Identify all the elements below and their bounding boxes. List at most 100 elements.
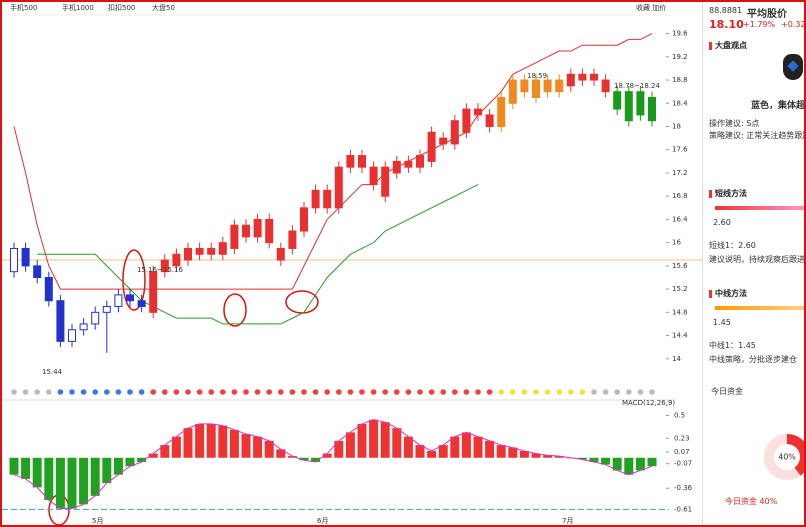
- candle-body: [613, 91, 622, 110]
- y-tick-label: 17.2: [672, 169, 688, 177]
- histogram-bar: [171, 436, 181, 458]
- signal-dot: [486, 389, 493, 395]
- candle-body: [242, 224, 250, 238]
- section-title: 今日资金: [711, 387, 743, 396]
- annotation: 18.59: [527, 72, 547, 80]
- candle-body: [485, 114, 494, 128]
- y-tick-label: 14.8: [672, 308, 688, 316]
- candle-body: [555, 79, 564, 93]
- histogram-bar: [311, 457, 321, 462]
- signal-dot: [579, 389, 586, 395]
- histogram-bar: [450, 436, 460, 458]
- y-tick-label: 16.4: [672, 215, 688, 223]
- x-tick-label: 5月: [92, 517, 103, 525]
- candle-body: [427, 131, 436, 162]
- histogram-bar: [102, 457, 112, 484]
- signal-dot: [69, 389, 75, 395]
- candle-body: [543, 79, 552, 93]
- section-title: 短线方法: [709, 188, 747, 199]
- candle-body: [416, 155, 424, 168]
- candle-body: [346, 155, 355, 168]
- signal-dot: [80, 389, 87, 395]
- candle-body: [566, 73, 575, 87]
- highlight-ring: [285, 290, 319, 314]
- candle-body: [230, 224, 239, 249]
- histogram-bar: [79, 457, 89, 505]
- histogram-bar: [276, 449, 286, 458]
- candle-body: [358, 155, 366, 168]
- candle-body: [450, 120, 459, 145]
- histogram-bar: [543, 455, 553, 458]
- histogram-bar: [624, 457, 634, 475]
- candle-body: [102, 306, 111, 313]
- histogram-bar: [485, 440, 495, 458]
- y-tick-label: 15.6: [672, 262, 688, 270]
- signal-dot: [185, 389, 191, 395]
- signal-dot: [521, 389, 528, 395]
- tab[interactable]: 手机1000: [62, 3, 94, 12]
- candle-body: [137, 300, 146, 308]
- signal-dot: [11, 389, 17, 395]
- candle-body: [474, 108, 482, 116]
- signal-dot: [591, 389, 597, 395]
- candle-body: [636, 91, 645, 116]
- candle-body: [184, 247, 192, 261]
- signal-dot: [417, 389, 423, 395]
- histogram-bar: [287, 456, 297, 458]
- histogram-bar: [113, 457, 123, 475]
- signal-dot: [312, 389, 319, 395]
- histogram-bar: [577, 457, 587, 460]
- histogram-bar: [229, 429, 239, 458]
- slider-value: 1.45: [713, 318, 731, 327]
- tab[interactable]: 扣扣500: [108, 3, 135, 12]
- candle-body: [624, 91, 633, 122]
- signal-dot: [544, 389, 551, 395]
- tab[interactable]: 手机500: [10, 3, 37, 12]
- y-tick-label: 18.8: [672, 76, 688, 84]
- histogram-bar: [496, 445, 506, 458]
- candle-body: [462, 108, 471, 133]
- price: 18.10: [709, 18, 744, 31]
- candle-body: [532, 79, 540, 98]
- toolbar[interactable]: 收藏 加价: [636, 3, 666, 12]
- annotation: 15.16~15.16: [137, 266, 183, 274]
- candle-body: [91, 311, 100, 325]
- histogram-bar: [612, 457, 622, 471]
- signal-dot: [208, 389, 214, 395]
- histogram-bar: [427, 451, 437, 458]
- side-panel: 88.8881 平均股价 18.10 +1.79% +0.32 大盘观点 蓝色，…: [702, 2, 804, 525]
- stock-code: 88.8881: [709, 6, 743, 15]
- signal-dot: [138, 389, 145, 395]
- signal-dot: [162, 389, 168, 395]
- annotation: 18.78~18.24: [614, 82, 660, 90]
- histogram-bar: [392, 428, 402, 458]
- candle-body: [207, 247, 216, 255]
- signal-dot: [336, 389, 342, 395]
- section-title: 大盘观点: [709, 40, 747, 51]
- signal-dot: [649, 389, 655, 395]
- highlight-ring: [223, 293, 247, 327]
- y-tick-label: 14: [672, 355, 681, 363]
- candle-body: [21, 247, 30, 267]
- y-tick-label: 19.6: [672, 30, 688, 38]
- change-pct: +1.79%: [743, 20, 776, 29]
- histogram-bar: [160, 445, 170, 458]
- signal-dot: [34, 389, 40, 395]
- candle-body: [311, 189, 320, 209]
- tab[interactable]: 大盘50: [152, 3, 175, 12]
- candle-body: [300, 207, 308, 232]
- y-tick-label: -0.36: [674, 484, 693, 492]
- histogram-bar: [322, 453, 332, 458]
- advice: 操作建议: S点: [709, 119, 760, 128]
- candle-body: [404, 160, 413, 168]
- candle-body: [578, 73, 587, 81]
- histogram-bar: [415, 445, 425, 458]
- candle-body: [590, 73, 598, 81]
- donut-label: 40%: [778, 453, 796, 462]
- y-tick-label: 0.07: [674, 448, 690, 456]
- signal-dot: [510, 389, 516, 395]
- signal-dot: [127, 389, 133, 395]
- section-title: 中线方法: [709, 288, 747, 299]
- signal-dot: [452, 389, 458, 395]
- signal-dot: [602, 389, 609, 395]
